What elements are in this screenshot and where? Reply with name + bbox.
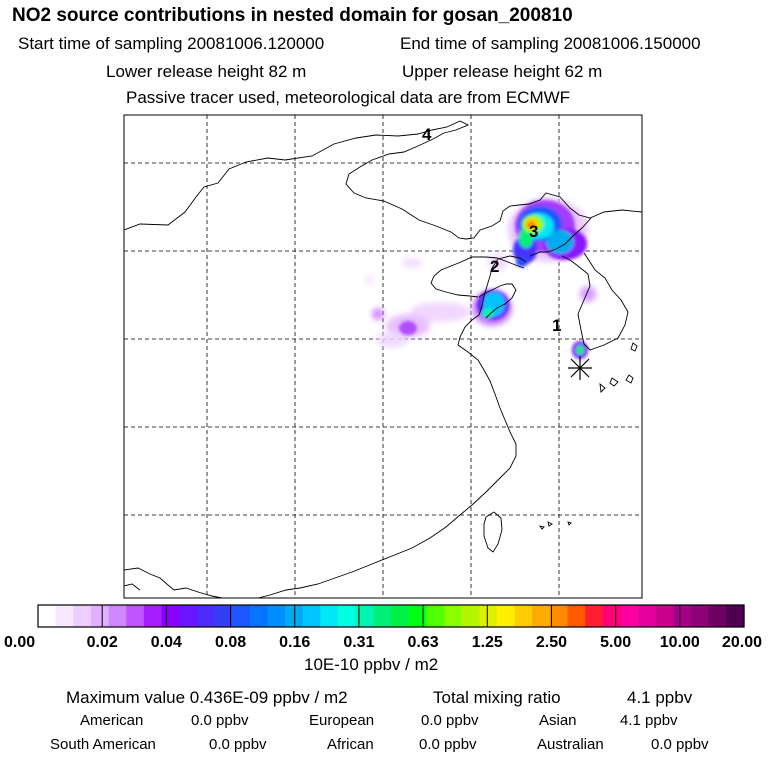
colorbar-cell [514, 605, 533, 627]
colorbar-tick-label: 0.00 [4, 634, 35, 651]
colorbar-cell [338, 605, 357, 627]
total-mixing-label: Total mixing ratio [433, 688, 561, 707]
colorbar-cell [655, 605, 674, 627]
colorbar-cell [196, 605, 216, 627]
region-african-label: African [327, 736, 374, 753]
colorbar-cell [443, 605, 463, 627]
concentration-field [366, 198, 596, 359]
upper-release-height: Upper release height 62 m [402, 62, 603, 81]
colorbar-cell [585, 605, 604, 627]
region-australian-value: 0.0 ppbv [651, 736, 709, 753]
colorbar-cell [355, 605, 374, 627]
colorbar-cell [267, 605, 286, 627]
marker-1: 1 [552, 316, 561, 335]
colorbar-tick-label: 1.25 [472, 634, 503, 651]
marker-3: 3 [529, 222, 538, 241]
colorbar-cell [320, 605, 339, 627]
region-south-american-label: South American [50, 736, 156, 753]
colorbar-cell [373, 605, 392, 627]
colorbar-tick-label: 0.63 [408, 634, 439, 651]
colorbar-cell [602, 605, 622, 627]
colorbar-tick-label: 5.00 [600, 634, 631, 651]
colorbar-cell [496, 605, 516, 627]
colorbar-cell [126, 605, 145, 627]
colorbar-tick-label: 0.16 [279, 634, 310, 651]
colorbar-cell [408, 605, 427, 627]
colorbar-cell [532, 605, 551, 627]
colorbar-cell [673, 605, 692, 627]
colorbar-cell [391, 605, 410, 627]
colorbar-cell [726, 605, 745, 627]
lower-release-height: Lower release height 82 m [106, 62, 307, 81]
colorbar-cell [479, 605, 498, 627]
colorbar-cell [426, 605, 445, 627]
coastlines [124, 120, 642, 598]
colorbar-cell [638, 605, 657, 627]
colorbar-cell [708, 605, 727, 627]
colorbar-cell [620, 605, 639, 627]
colorbar-cell [214, 605, 233, 627]
end-time-label: End time of sampling 20081006.150000 [400, 34, 701, 53]
colorbar-tick-label: 0.02 [87, 634, 118, 651]
region-american-value: 0.0 ppbv [191, 712, 249, 729]
region-american-label: American [80, 712, 144, 729]
colorbar-unit-label: 10E-10 ppbv / m2 [304, 655, 439, 674]
colorbar-cell [232, 605, 251, 627]
region-south-american-value: 0.0 ppbv [209, 736, 267, 753]
colorbar-cell [161, 605, 180, 627]
start-time-label: Start time of sampling 20081006.120000 [18, 34, 325, 53]
colorbar-cell [38, 605, 57, 627]
colorbar-cell [285, 605, 304, 627]
colorbar-tick-label: 0.08 [215, 634, 246, 651]
marker-4: 4 [422, 125, 432, 144]
colorbar-cell [691, 605, 710, 627]
colorbar-cell [73, 605, 92, 627]
colorbar-cell [143, 605, 163, 627]
region-european-label: European [309, 712, 375, 729]
colorbar-tick-label: 10.00 [660, 634, 700, 651]
region-african-value: 0.0 ppbv [419, 736, 477, 753]
region-asian-value: 4.1 ppbv [620, 712, 678, 729]
colorbar-cell [461, 605, 480, 627]
colorbar-cell [567, 605, 586, 627]
colorbar-cell [108, 605, 127, 627]
colorbar-cell [90, 605, 110, 627]
marker-2: 2 [490, 257, 499, 276]
colorbar-tick-label: 20.00 [722, 634, 762, 651]
colorbar-tick-label: 0.04 [151, 634, 182, 651]
colorbar-tick-label: 2.50 [536, 634, 567, 651]
total-mixing-value: 4.1 ppbv [627, 688, 693, 707]
colorbar-cell [179, 605, 198, 627]
asterisk-icon [568, 356, 592, 380]
region-asian-label: Asian [539, 712, 577, 729]
maximum-value: Maximum value 0.436E-09 ppbv / m2 [66, 688, 348, 707]
colorbar-cell [55, 605, 74, 627]
colorbar-tick-label: 0.31 [343, 634, 374, 651]
region-australian-label: Australian [537, 736, 604, 753]
tracer-info: Passive tracer used, meteorological data… [126, 88, 571, 107]
colorbar-cell [302, 605, 321, 627]
colorbar-cell [549, 605, 569, 627]
colorbar-cell [249, 605, 269, 627]
map-title: NO2 source contributions in nested domai… [12, 5, 573, 26]
region-european-value: 0.0 ppbv [421, 712, 479, 729]
